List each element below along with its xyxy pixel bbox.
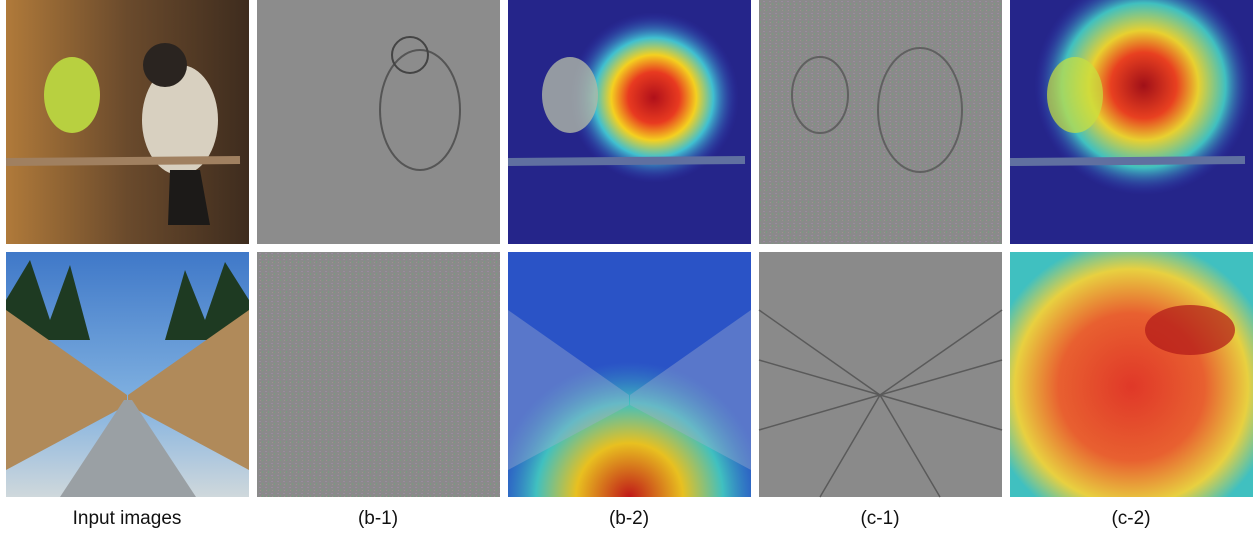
saliency-map <box>759 252 1002 497</box>
saliency-map <box>759 0 1002 244</box>
caption: (b-1) <box>358 508 398 529</box>
caption: Input images <box>73 508 182 529</box>
figure: Input images (b-1) (b-2) (c-1) (c-2) <box>0 0 1257 533</box>
saliency-map <box>257 252 500 497</box>
bird-row <box>6 0 1253 244</box>
caption: (b-2) <box>609 508 649 529</box>
caption: (c-1) <box>860 508 899 529</box>
caption: (c-2) <box>1111 508 1150 529</box>
saliency-map <box>257 0 500 244</box>
railway-row <box>6 252 1253 497</box>
leaf <box>44 57 100 133</box>
